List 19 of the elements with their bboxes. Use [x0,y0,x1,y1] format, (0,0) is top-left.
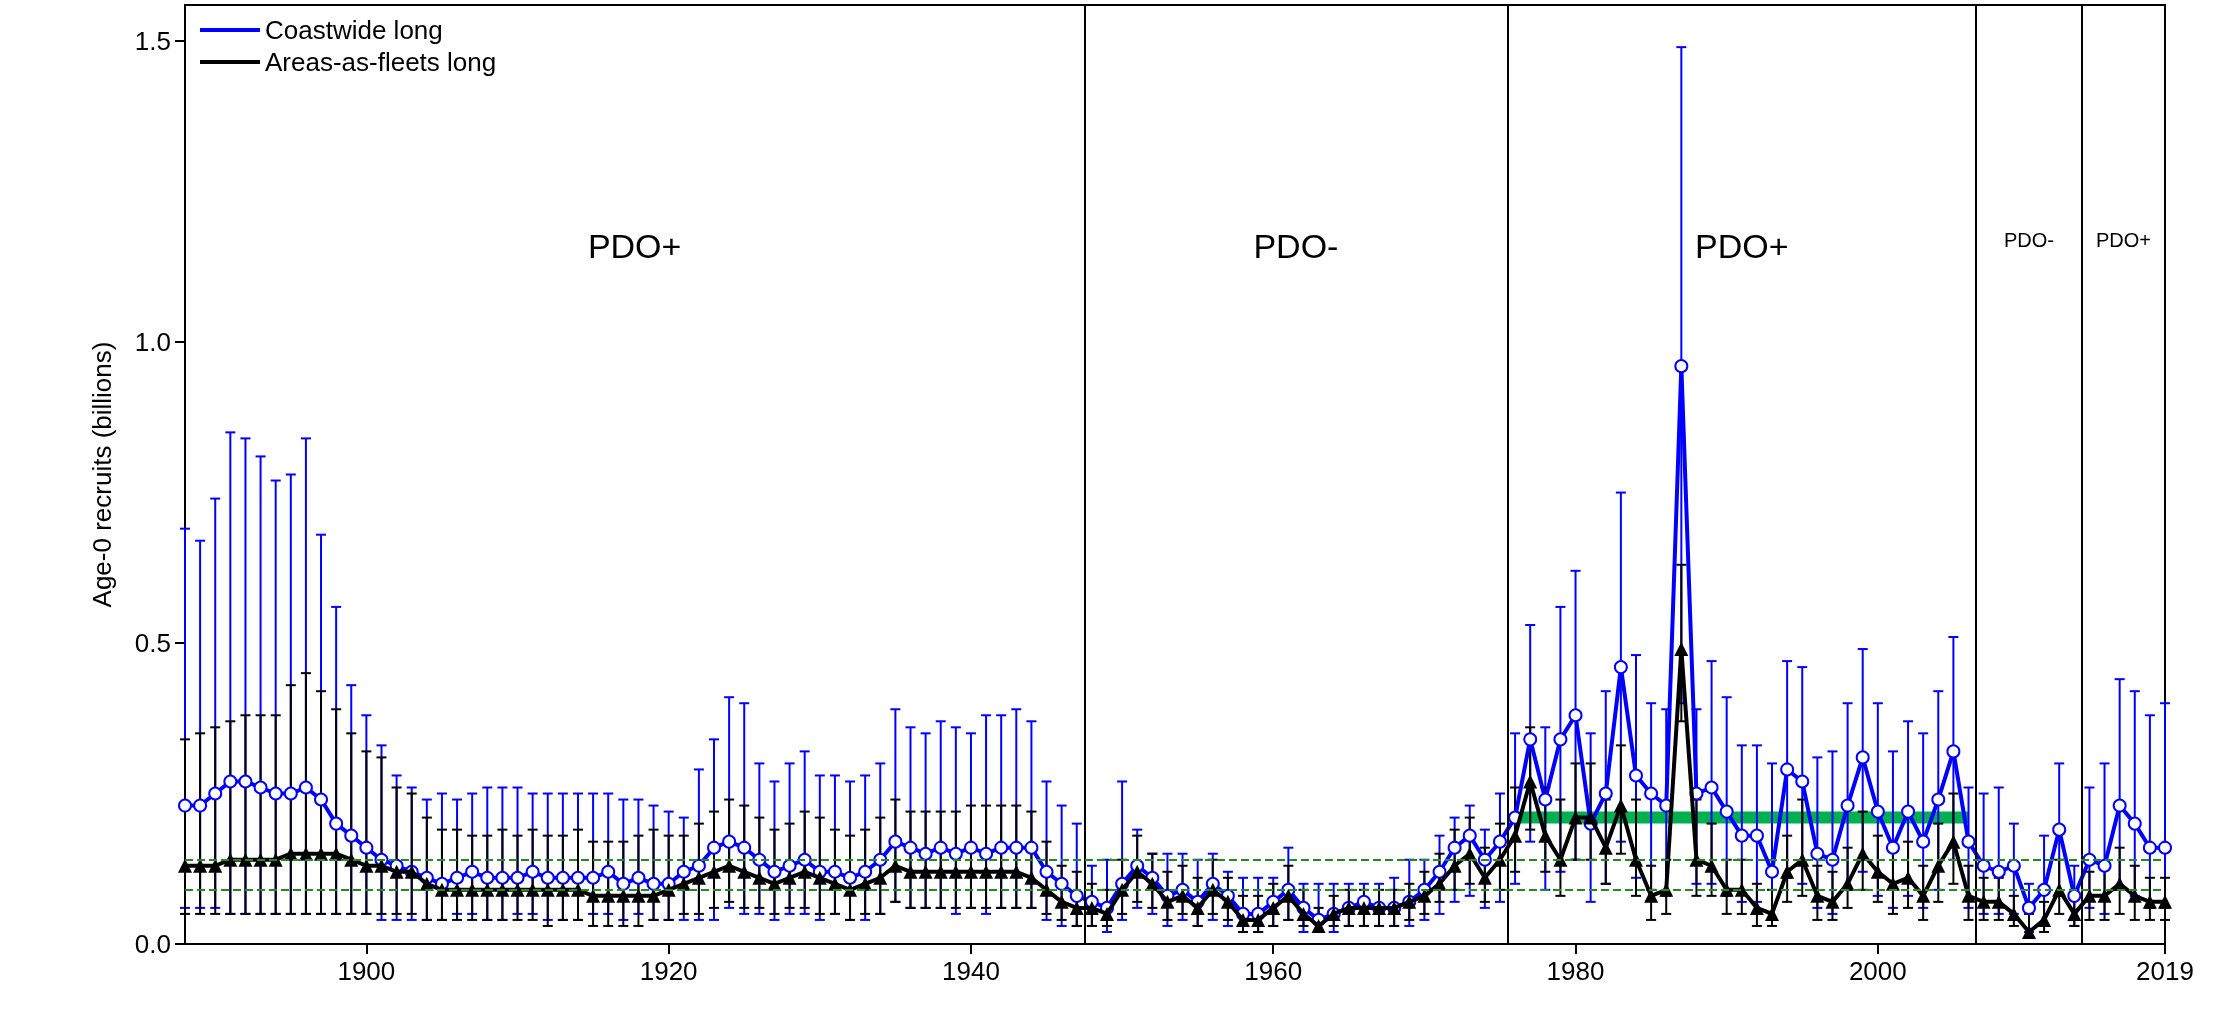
y-tick-label: 1.0 [134,327,171,358]
x-tick-label: 1920 [639,956,698,986]
annotation: PDO+ [587,226,682,265]
y-axis-title: Age-0 recruits (billions) [87,341,117,608]
x-tick-label: 2019 [2136,956,2194,986]
x-tick-label: 2000 [1848,956,1907,986]
annotation: PDO+ [1695,226,1789,265]
x-tick-label: 1980 [1546,956,1605,986]
y-tick-label: 0.5 [134,628,171,659]
annotation: PDO- [1253,226,1339,265]
y-tick-label: 1.5 [134,26,171,57]
x-tick-label: 1940 [942,956,1000,986]
legend-label: Areas-as-fleets long [265,47,497,77]
annotation: PDO+ [2095,228,2151,251]
legend-label: Coastwide long [265,15,443,45]
annotation: PDO- [2003,228,2054,251]
x-tick-label: 1900 [337,956,396,986]
y-tick-label: 0.0 [134,929,171,959]
x-tick-label: 1960 [1244,956,1303,986]
